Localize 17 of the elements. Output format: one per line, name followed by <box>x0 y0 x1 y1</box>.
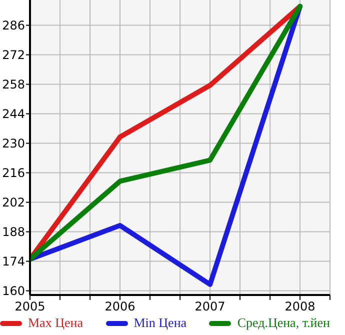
y-tick-label: 160 <box>2 284 25 298</box>
legend-label: Сред.Цена, т.йен <box>236 315 330 331</box>
x-tick-label: 2008 <box>284 300 316 314</box>
x-tick-label: 2005 <box>14 300 46 314</box>
y-tick-label: 216 <box>2 166 25 180</box>
y-tick-label: 202 <box>2 196 25 210</box>
x-tick-label: 2007 <box>194 300 226 314</box>
y-tick-label: 230 <box>2 136 25 151</box>
y-tick-label: 244 <box>2 107 25 122</box>
x-tick-label: 2006 <box>104 300 136 314</box>
y-tick-label: 188 <box>2 225 25 240</box>
legend-label: Min Цена <box>132 315 187 331</box>
y-tick-label: 174 <box>2 254 25 269</box>
y-tick-label: 286 <box>2 18 25 33</box>
legend-label: Max Цена <box>27 315 83 331</box>
y-tick-label: 258 <box>2 78 25 92</box>
y-tick-label: 272 <box>2 48 25 62</box>
